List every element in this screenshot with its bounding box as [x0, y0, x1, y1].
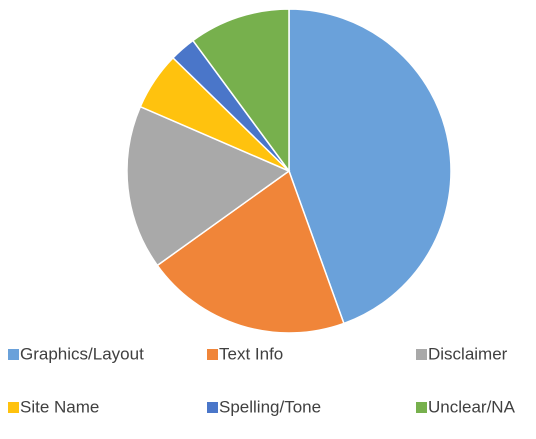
legend-swatch [8, 402, 19, 413]
legend-label: Spelling/Tone [219, 397, 321, 416]
legend-swatch [8, 349, 19, 360]
legend-label: Disclaimer [428, 344, 508, 363]
legend-swatch [416, 402, 427, 413]
pie-slice [191, 8, 290, 174]
legend-label: Text Info [219, 344, 283, 363]
legend-label: Site Name [20, 397, 99, 416]
legend-swatch [416, 349, 427, 360]
pie-slice [126, 105, 291, 267]
legend-swatch [207, 349, 218, 360]
legend-label: Unclear/NA [428, 397, 516, 416]
legend-label: Graphics/Layout [20, 344, 144, 363]
legend-swatch [207, 402, 218, 413]
pie-slice [288, 8, 452, 325]
pie-slice [156, 169, 345, 334]
